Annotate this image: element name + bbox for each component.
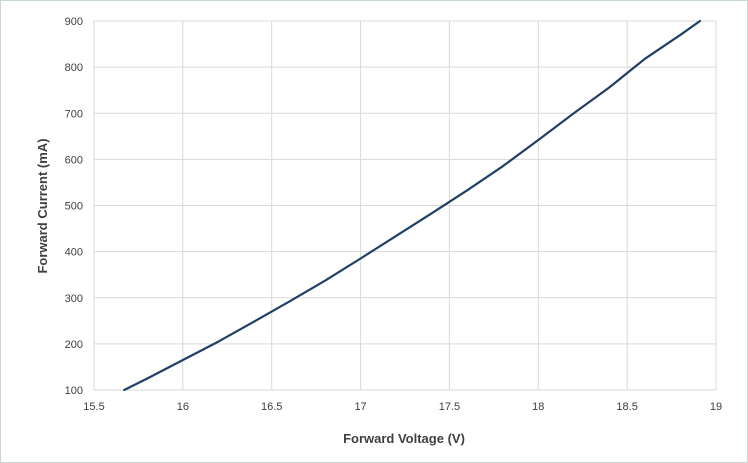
x-tick-labels: 15.5 16 16.5 17 17.5 18 18.5 19 — [83, 401, 722, 413]
y-tick-label: 100 — [65, 385, 83, 397]
x-tick-label: 18.5 — [616, 401, 637, 413]
series-line — [123, 19, 702, 392]
y-tick-label: 300 — [65, 293, 83, 305]
x-tick-label: 17.5 — [439, 401, 460, 413]
y-tick-label: 600 — [65, 154, 83, 166]
grid-lines — [93, 20, 717, 391]
x-tick-label: 19 — [710, 401, 722, 413]
y-tick-label: 500 — [65, 201, 83, 213]
x-axis-title: Forward Voltage (V) — [343, 431, 465, 446]
x-tick-label: 16.5 — [261, 401, 282, 413]
y-tick-label: 200 — [65, 339, 83, 351]
y-tick-label: 400 — [65, 247, 83, 259]
x-tick-label: 16 — [177, 401, 189, 413]
y-axis-title: Forward Current (mA) — [35, 138, 50, 273]
y-tick-label: 900 — [65, 16, 83, 28]
x-tick-label: 15.5 — [83, 401, 104, 413]
y-tick-label: 700 — [65, 108, 83, 120]
y-tick-labels: 100 200 300 400 500 600 700 800 900 — [65, 16, 83, 397]
series-group — [123, 19, 702, 392]
y-tick-label: 800 — [65, 62, 83, 74]
x-tick-label: 18 — [532, 401, 544, 413]
x-tick-label: 17 — [354, 401, 366, 413]
